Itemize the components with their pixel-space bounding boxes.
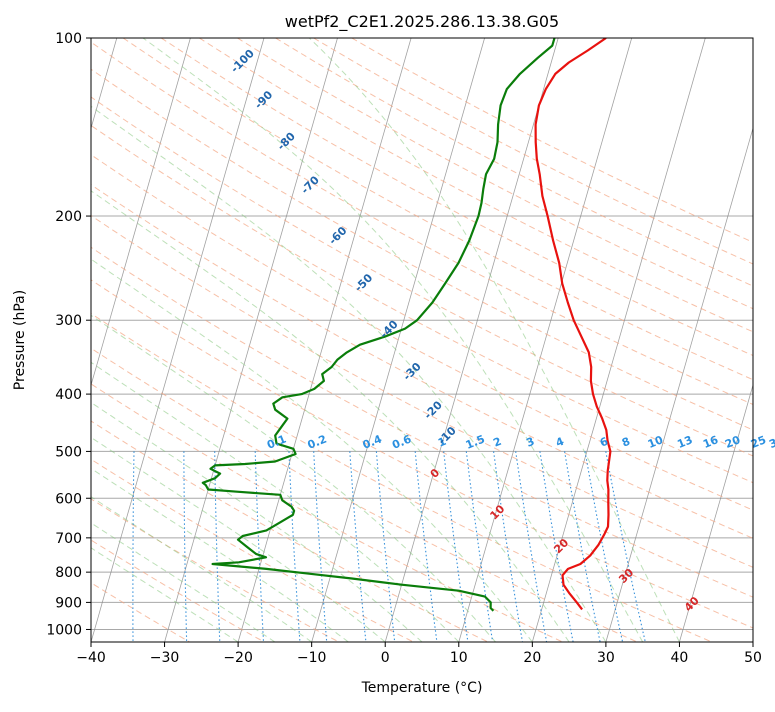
- dry-adiabat-line: [85, 38, 775, 642]
- dry-adiabat-line: [0, 38, 712, 642]
- y-axis-label: Pressure (hPa): [12, 290, 28, 390]
- moist-adiabat-line: [0, 38, 569, 642]
- adiabat-label: -60: [326, 224, 349, 247]
- moist-adiabat-line: [0, 38, 385, 642]
- mixing-ratio-line: [376, 451, 394, 642]
- x-tick-label: 20: [523, 650, 541, 666]
- x-tick-label: 0: [381, 650, 390, 666]
- adiabat-label: -50: [352, 271, 375, 294]
- y-tick-label: 1000: [46, 622, 82, 638]
- adiabat-label: 40: [682, 594, 702, 614]
- moist-adiabat-line: [309, 38, 679, 642]
- mixing-ratio-label: 4: [554, 435, 566, 450]
- isotherm-line: [17, 38, 190, 642]
- dry-adiabat-line: [0, 38, 339, 642]
- mixing-ratio-line: [516, 451, 547, 642]
- y-tick-label: 500: [55, 444, 82, 460]
- adiabat-label: -70: [299, 173, 322, 196]
- moist-adiabat-line: [0, 38, 348, 642]
- y-tick-label: 400: [55, 387, 82, 403]
- mixing-ratio-line: [466, 451, 492, 642]
- isotherm-line: [459, 38, 632, 642]
- dry-adiabat-line: [0, 38, 413, 642]
- isotherm-line: [385, 38, 558, 642]
- x-tick-label: 50: [744, 650, 762, 666]
- mixing-ratio-line: [606, 451, 646, 642]
- mixing-ratio-label: 0.4: [361, 432, 384, 451]
- x-tick-label: −40: [76, 650, 106, 666]
- dry-adiabat-line: [123, 38, 775, 642]
- adiabat-label: -80: [275, 130, 298, 153]
- mixing-ratio-line: [133, 451, 134, 642]
- y-tick-label: 100: [55, 31, 82, 47]
- mixing-ratio-line: [83, 451, 87, 642]
- moist-adiabat-line: [0, 38, 459, 642]
- mixing-ratio-label: 0.1: [265, 432, 288, 451]
- x-tick-label: 40: [671, 650, 689, 666]
- y-tick-label: 700: [55, 531, 82, 547]
- isotherm-line: [679, 38, 775, 642]
- isotherm-line: [606, 38, 775, 642]
- y-tick-label: 900: [55, 595, 82, 611]
- mixing-ratio-label: 0.2: [306, 432, 329, 451]
- mixing-ratio-label: 10: [646, 433, 665, 451]
- moist-adiabat-line: [0, 38, 422, 642]
- x-tick-label: 30: [597, 650, 615, 666]
- x-tick-label: 10: [450, 650, 468, 666]
- moist-adiabat-line: [0, 38, 496, 642]
- x-tick-label: −20: [223, 650, 253, 666]
- mixing-ratio-label: 2: [491, 435, 503, 450]
- y-tick-label: 200: [55, 209, 82, 225]
- dry-adiabat-line: [276, 38, 775, 642]
- moist-adiabat-line: [0, 38, 532, 642]
- x-tick-label: −30: [150, 650, 180, 666]
- chart-title: wetPf2_C2E1.2025.286.13.38.G05: [285, 12, 559, 32]
- mixing-ratio-label: 20: [723, 433, 742, 451]
- isotherm-line: [753, 38, 775, 642]
- x-axis-label: Temperature (°C): [361, 680, 483, 696]
- mixing-ratio-label: 1.5: [464, 432, 487, 451]
- moist-adiabat-line: [143, 38, 643, 642]
- y-tick-label: 300: [55, 313, 82, 329]
- mixing-ratio-label: 3: [524, 435, 536, 450]
- adiabat-label: -30: [401, 360, 424, 383]
- mixing-ratio-line: [494, 451, 523, 642]
- mixing-ratio-line: [215, 451, 220, 642]
- moist-adiabat-line: [0, 38, 238, 642]
- dry-adiabat-line: [9, 38, 775, 642]
- mixing-ratio-line: [444, 451, 468, 642]
- x-tick-label: −10: [297, 650, 327, 666]
- temperature-profile-line: [536, 38, 611, 609]
- adiabat-label: 30: [616, 566, 636, 586]
- adiabat-label: 10: [487, 502, 507, 522]
- moist-adiabat-line: [0, 38, 312, 642]
- dry-adiabat-line: [199, 38, 775, 642]
- mixing-ratio-label: 8: [620, 435, 632, 450]
- dry-adiabat-line: [0, 38, 563, 642]
- mixing-ratio-line: [289, 451, 300, 642]
- mixing-ratio-label: 13: [675, 433, 694, 451]
- mixing-ratio-label: 25: [749, 433, 768, 451]
- y-tick-label: 800: [55, 565, 82, 581]
- mixing-ratio-line: [415, 451, 437, 642]
- y-tick-label: 600: [55, 491, 82, 507]
- mixing-ratio-line: [585, 451, 623, 642]
- dry-adiabat-line: [237, 38, 775, 642]
- mixing-ratio-label: 16: [701, 433, 720, 451]
- moist-adiabat-line: [0, 38, 275, 642]
- mixing-ratio-label: 30: [767, 433, 775, 451]
